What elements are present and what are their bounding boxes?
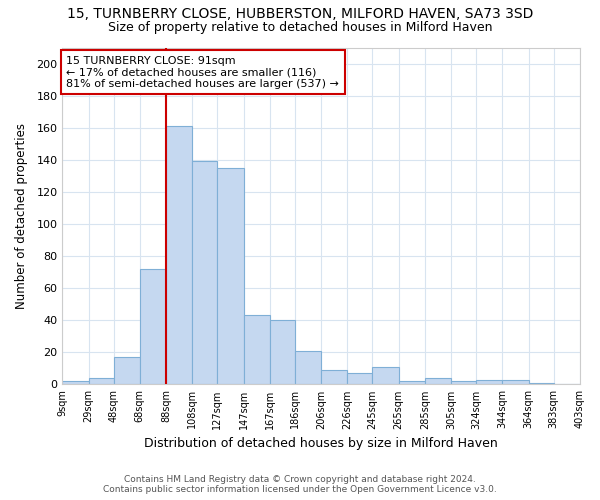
Text: Size of property relative to detached houses in Milford Haven: Size of property relative to detached ho… [108, 21, 492, 34]
Bar [476, 380, 502, 384]
Bar [425, 378, 451, 384]
Text: Contains HM Land Registry data © Crown copyright and database right 2024.
Contai: Contains HM Land Registry data © Crown c… [103, 474, 497, 494]
Bar [295, 350, 321, 384]
Bar [398, 381, 425, 384]
Bar [347, 373, 373, 384]
Bar [140, 269, 166, 384]
Bar [529, 383, 554, 384]
Bar [89, 378, 113, 384]
Bar [244, 316, 270, 384]
Bar [113, 357, 140, 384]
Bar [270, 320, 295, 384]
Bar [166, 126, 193, 384]
Bar [451, 381, 476, 384]
Bar [62, 381, 89, 384]
Y-axis label: Number of detached properties: Number of detached properties [15, 123, 28, 309]
X-axis label: Distribution of detached houses by size in Milford Haven: Distribution of detached houses by size … [144, 437, 498, 450]
Bar [321, 370, 347, 384]
Bar [193, 162, 217, 384]
Bar [502, 380, 529, 384]
Text: 15 TURNBERRY CLOSE: 91sqm
← 17% of detached houses are smaller (116)
81% of semi: 15 TURNBERRY CLOSE: 91sqm ← 17% of detac… [66, 56, 339, 88]
Bar [373, 367, 398, 384]
Text: 15, TURNBERRY CLOSE, HUBBERSTON, MILFORD HAVEN, SA73 3SD: 15, TURNBERRY CLOSE, HUBBERSTON, MILFORD… [67, 8, 533, 22]
Bar [217, 168, 244, 384]
